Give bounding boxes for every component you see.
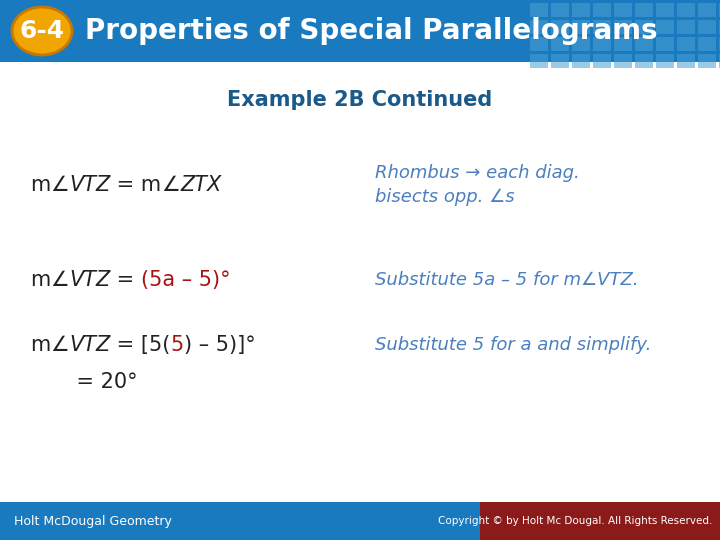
Bar (698, 54, 716, 68)
Text: =: = (110, 270, 141, 290)
Bar (614, 3, 632, 17)
Bar (635, 37, 653, 51)
Text: Properties of Special Parallelograms: Properties of Special Parallelograms (85, 17, 657, 45)
Bar (635, 3, 653, 17)
Bar (677, 37, 695, 51)
Text: ∠: ∠ (50, 175, 69, 195)
Text: = m: = m (110, 175, 161, 195)
Text: ) – 5)]°: ) – 5)]° (184, 335, 256, 355)
Bar (480, 502, 720, 540)
Bar (677, 20, 695, 34)
Text: Example 2B Continued: Example 2B Continued (228, 90, 492, 110)
Text: 5: 5 (171, 335, 184, 355)
Text: m: m (30, 270, 50, 290)
Text: VTZ: VTZ (69, 175, 110, 195)
Bar (572, 37, 590, 51)
Text: VTZ: VTZ (69, 270, 110, 290)
Text: VTZ: VTZ (69, 335, 110, 355)
Text: (5a – 5)°: (5a – 5)° (141, 270, 230, 290)
Bar (698, 20, 716, 34)
Text: ∠: ∠ (161, 175, 180, 195)
Bar (593, 54, 611, 68)
Bar (677, 3, 695, 17)
Bar (530, 54, 548, 68)
Bar (656, 3, 674, 17)
Bar (593, 3, 611, 17)
Bar (593, 37, 611, 51)
Bar (593, 20, 611, 34)
Bar (656, 37, 674, 51)
Bar (551, 20, 569, 34)
Bar (530, 37, 548, 51)
Bar (572, 3, 590, 17)
Text: Copyright © by Holt Mc Dougal. All Rights Reserved.: Copyright © by Holt Mc Dougal. All Right… (438, 516, 712, 526)
Text: 6-4: 6-4 (19, 19, 65, 43)
Text: ∠: ∠ (50, 270, 69, 290)
Bar (656, 54, 674, 68)
Bar (719, 3, 720, 17)
Bar (551, 37, 569, 51)
Text: ZTX: ZTX (180, 175, 221, 195)
Bar (614, 37, 632, 51)
Bar (698, 37, 716, 51)
Bar (614, 20, 632, 34)
Bar (656, 20, 674, 34)
Bar (635, 54, 653, 68)
Text: m: m (30, 175, 50, 195)
Bar (530, 20, 548, 34)
Text: Holt McDougal Geometry: Holt McDougal Geometry (14, 515, 172, 528)
Text: = 20°: = 20° (30, 372, 138, 392)
Text: m: m (30, 335, 50, 355)
Bar (0, 502, 720, 540)
Text: = [5(: = [5( (110, 335, 171, 355)
Bar (551, 54, 569, 68)
Bar (530, 3, 548, 17)
Text: Substitute 5a – 5 for m∠VTZ.: Substitute 5a – 5 for m∠VTZ. (375, 271, 639, 289)
Bar (572, 20, 590, 34)
Bar (719, 20, 720, 34)
Text: Substitute 5 for a and simplify.: Substitute 5 for a and simplify. (375, 336, 652, 354)
Bar (614, 54, 632, 68)
Bar (572, 54, 590, 68)
Bar (719, 37, 720, 51)
Bar (719, 54, 720, 68)
Bar (551, 3, 569, 17)
Text: Rhombus → each diag.
bisects opp. ∠s: Rhombus → each diag. bisects opp. ∠s (375, 164, 580, 206)
Text: ∠: ∠ (50, 335, 69, 355)
Bar (0, 0, 720, 62)
Bar (677, 54, 695, 68)
Bar (635, 20, 653, 34)
Ellipse shape (12, 7, 72, 55)
Bar (698, 3, 716, 17)
